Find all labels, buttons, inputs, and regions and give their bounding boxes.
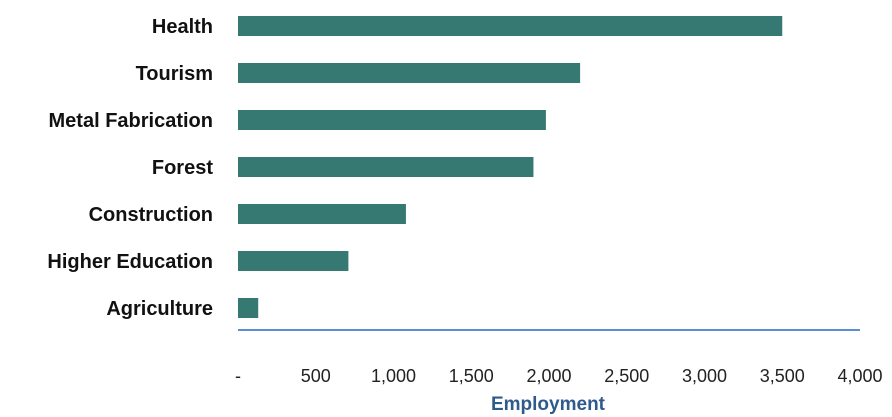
x-tick-label: 2,000: [526, 366, 571, 386]
bar-higher-education: [238, 251, 349, 271]
category-label-metal-fabrication: Metal Fabrication: [49, 110, 213, 132]
category-label-agriculture: Agriculture: [106, 298, 213, 320]
x-tick-label: 3,000: [682, 366, 727, 386]
bar-agriculture: [238, 298, 259, 318]
x-tick-label: 1,500: [449, 366, 494, 386]
bar-health: [238, 16, 783, 36]
category-label-forest: Forest: [152, 157, 213, 179]
bar-metal-fabrication: [238, 110, 546, 130]
x-tick-labels-group: - 500 1,000 1,500 2,000 2,500 3,000 3,500 4,000: [235, 366, 883, 386]
category-label-tourism: Tourism: [136, 63, 213, 85]
bars-group: [238, 16, 783, 318]
x-tick-label: -: [235, 366, 241, 386]
bar-tourism: [238, 63, 581, 83]
category-label-construction: Construction: [89, 204, 213, 226]
x-tick-label: 2,500: [604, 366, 649, 386]
category-label-higher-education: Higher Education: [47, 251, 213, 273]
x-tick-label: 1,000: [371, 366, 416, 386]
category-label-health: Health: [152, 16, 213, 38]
x-axis-title: Employment: [491, 394, 606, 415]
bar-construction: [238, 204, 406, 224]
x-tick-label: 500: [301, 366, 331, 386]
x-tick-label: 3,500: [760, 366, 805, 386]
category-labels-group: Health Tourism Metal Fabrication Forest Cons…: [47, 16, 213, 320]
x-tick-label: 4,000: [837, 366, 882, 386]
bar-forest: [238, 157, 534, 177]
